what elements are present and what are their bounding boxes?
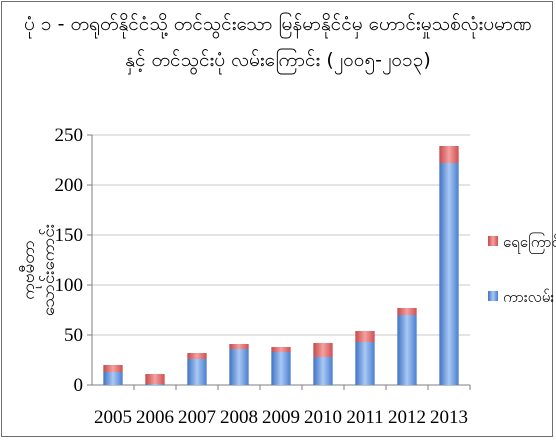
bar-road-2011 [355, 342, 375, 385]
y-tick-label: 100 [55, 275, 84, 296]
x-tick-label: 2012 [388, 407, 426, 428]
bar-river-2010 [313, 343, 333, 357]
bar-river-2008 [229, 344, 249, 349]
y-tick-label: 250 [55, 125, 84, 146]
legend-swatch [488, 291, 498, 301]
bar-road-2009 [271, 352, 291, 385]
bar-river-2009 [271, 347, 291, 352]
bar-road-2008 [229, 349, 249, 385]
bar-river-2012 [397, 308, 417, 315]
bar-road-2013 [439, 163, 459, 385]
y-tick-label: 0 [74, 375, 84, 396]
x-tick-label: 2011 [346, 407, 383, 428]
bar-river-2006 [145, 374, 165, 384]
legend-swatch [488, 236, 498, 246]
bar-road-2005 [103, 372, 123, 385]
bar-river-2007 [187, 353, 207, 359]
y-tick-label: 150 [55, 225, 84, 246]
bar-river-2011 [355, 331, 375, 342]
x-tick-label: 2007 [178, 407, 216, 428]
bar-river-2013 [439, 146, 459, 163]
x-tick-label: 2013 [430, 407, 468, 428]
x-tick-label: 2010 [304, 407, 342, 428]
bar-river-2005 [103, 365, 123, 372]
y-tick-label: 200 [55, 175, 84, 196]
x-tick-label: 2009 [262, 407, 300, 428]
y-tick-label: 50 [64, 325, 83, 346]
y-axis-label-line: သောင်းကောင်း [39, 224, 59, 316]
chart-title-line-1: ပုံ ၁ - တရုတ်နိုင်ငံသို့ တင်သွင်းသော မြန… [24, 13, 532, 35]
legend-entry: ရေကြောင်း [503, 232, 556, 254]
bar-road-2007 [187, 359, 207, 385]
chart-title: ပုံ ၁ - တရုတ်နိုင်ငံသို့ တင်သွင်းသော မြန… [2, 6, 554, 78]
bar-road-2012 [397, 315, 417, 385]
x-tick-label: 2008 [220, 407, 258, 428]
chart-title-line-2: နှင့် တင်သွင်းပုံ လမ်းကြောင်း (၂၀၀၅-၂၀၁၃… [125, 49, 431, 71]
x-tick-label: 2006 [136, 407, 174, 428]
y-axis-label: ကုဗမီတာ သောင်းကောင်း [19, 224, 59, 316]
x-tick-label: 2005 [94, 407, 132, 428]
legend-entry: ကားလမ်း [503, 288, 554, 306]
bar-road-2010 [313, 357, 333, 385]
y-axis-label-line: ကုဗမီတာ [19, 240, 42, 300]
bar-road-2006 [145, 384, 165, 385]
